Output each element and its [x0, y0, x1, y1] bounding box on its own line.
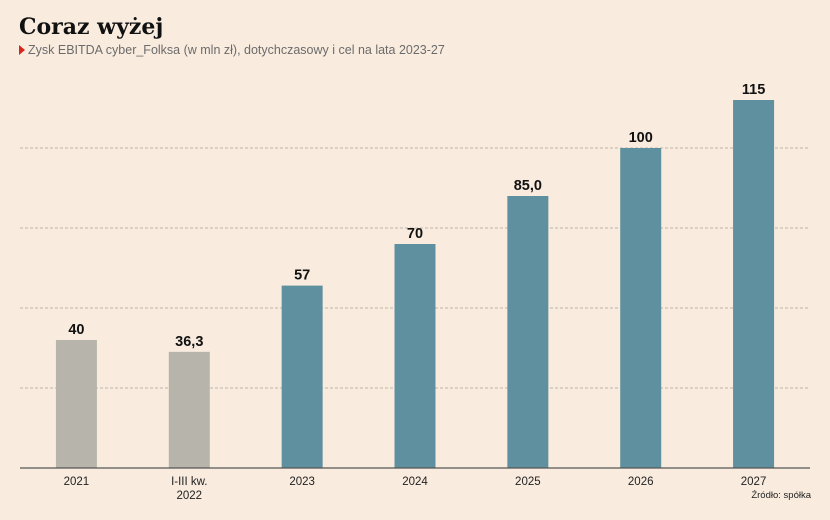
- x-tick-label: 2026: [628, 476, 654, 488]
- bar: [168, 351, 210, 468]
- x-tick-label: I-III kw. 2022: [171, 476, 207, 502]
- x-tick-label: 2024: [402, 476, 428, 488]
- bar-value-label: 40: [68, 322, 84, 338]
- x-tick-label: 2027: [741, 476, 767, 488]
- bar: [733, 100, 775, 468]
- x-tick-label: 2021: [64, 476, 90, 488]
- bar-value-label: 57: [294, 268, 310, 284]
- bar: [55, 340, 97, 468]
- bar: [620, 148, 662, 468]
- x-tick-label: 2025: [515, 476, 541, 488]
- bar-value-label: 115: [742, 82, 765, 98]
- subtitle-text: Zysk EBITDA cyber_Folksa (w mln zł), dot…: [28, 43, 445, 57]
- bar: [281, 285, 323, 468]
- bar-value-label: 70: [407, 226, 423, 242]
- bar-value-label: 85,0: [514, 178, 542, 194]
- x-tick-label: 2023: [289, 476, 315, 488]
- chart-title: Coraz wyżej: [19, 14, 164, 40]
- source-note: Źródło: spółka: [751, 490, 811, 501]
- bar-value-label: 100: [629, 130, 653, 146]
- chart-subtitle: Zysk EBITDA cyber_Folksa (w mln zł), dot…: [19, 43, 445, 57]
- bar-value-label: 36,3: [175, 334, 203, 350]
- bar: [507, 196, 549, 468]
- bar: [394, 244, 436, 468]
- red-triangle-icon: [19, 45, 25, 55]
